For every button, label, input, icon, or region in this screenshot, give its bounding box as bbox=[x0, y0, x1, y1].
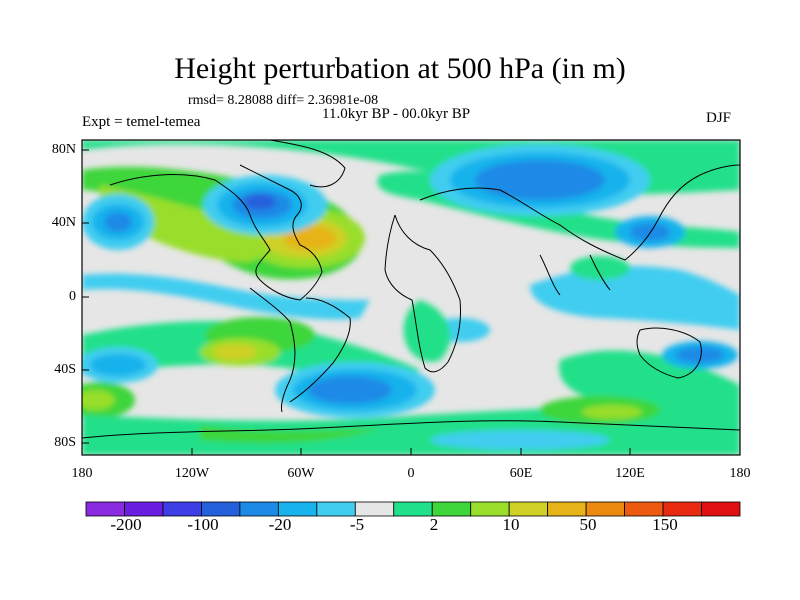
lat-tick-label: 80S bbox=[54, 435, 76, 450]
lon-tick-label: 60E bbox=[509, 466, 533, 481]
colorbar-swatch bbox=[431, 501, 472, 517]
colorbar-swatch bbox=[547, 501, 587, 517]
colorbar-swatch bbox=[316, 501, 356, 517]
colorbar-label: 2 bbox=[429, 515, 439, 534]
map-title: Height perturbation at 500 hPa (in m) bbox=[174, 52, 626, 85]
period-text: 11.0kyr BP - 00.0kyr BP bbox=[322, 106, 471, 122]
lon-tick-label: 120E bbox=[615, 466, 645, 481]
coastlines bbox=[82, 140, 740, 439]
colorbar-swatch bbox=[85, 501, 125, 517]
contour-field bbox=[82, 140, 740, 455]
colorbar-label: -200 bbox=[110, 515, 142, 534]
axis-ticks bbox=[81, 149, 741, 455]
experiment-label: Expt = temel-temea bbox=[82, 114, 201, 130]
colorbar-swatch bbox=[277, 501, 318, 517]
colorbar-label: 50 bbox=[579, 515, 597, 534]
colorbar-label: -20 bbox=[268, 515, 292, 534]
lon-tick-label: 120W bbox=[174, 466, 210, 481]
lon-tick-label: 60W bbox=[287, 466, 315, 481]
colorbar-swatch bbox=[508, 501, 549, 517]
colorbar-swatch bbox=[393, 501, 433, 517]
colorbar-swatch bbox=[162, 501, 202, 517]
lat-tick-label: 40S bbox=[54, 362, 76, 377]
lon-tick-label: 180 bbox=[729, 466, 751, 481]
colorbar-label: -100 bbox=[187, 515, 219, 534]
season-label: DJF bbox=[706, 110, 732, 126]
colorbar-swatch bbox=[662, 501, 702, 517]
colorbar bbox=[85, 501, 741, 517]
colorbar-swatch bbox=[124, 501, 164, 517]
lat-tick-label: 80N bbox=[51, 142, 76, 157]
colorbar-swatch bbox=[201, 501, 241, 517]
colorbar-swatch bbox=[470, 501, 510, 517]
colorbar-swatch bbox=[354, 501, 395, 517]
lat-tick-label: 40N bbox=[51, 215, 76, 230]
colorbar-label: 150 bbox=[652, 515, 678, 534]
lon-tick-label: 0 bbox=[407, 466, 415, 481]
lon-tick-label: 180 bbox=[71, 466, 93, 481]
colorbar-swatch bbox=[701, 501, 741, 517]
colorbar-label: -5 bbox=[349, 515, 365, 534]
lat-tick-label: 0 bbox=[69, 289, 76, 304]
colorbar-swatch bbox=[624, 501, 664, 517]
stats-text: rmsd= 8.28088 diff= 2.36981e-08 bbox=[188, 93, 379, 108]
colorbar-swatch bbox=[239, 501, 279, 517]
colorbar-swatch bbox=[585, 501, 625, 517]
colorbar-label: 10 bbox=[502, 515, 520, 534]
